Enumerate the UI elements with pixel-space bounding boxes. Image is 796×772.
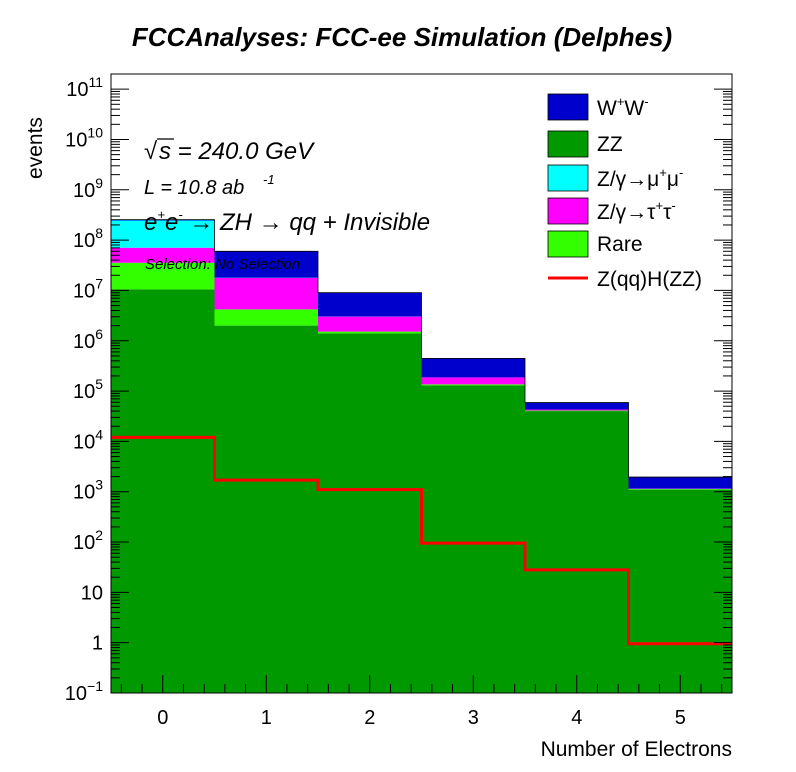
bar-WW-bin-0 [111, 219, 215, 221]
bar-Rare-bin-2 [318, 331, 422, 334]
annotation-energy: √ s = 240.0 GeV [144, 138, 315, 165]
y-tick-label: 1011 [66, 74, 103, 101]
bar-ZZ-bin-5 [628, 489, 732, 693]
y-tick-label: 1010 [65, 124, 103, 151]
process-rest: → ZH → qq + Invisible [183, 209, 430, 236]
bar-ZZ-bin-2 [318, 333, 422, 693]
bar-Rare-bin-1 [214, 309, 318, 326]
bar-Z-bin-2 [318, 316, 422, 332]
legend-label-rare: Rare [597, 233, 643, 256]
bar-WW-bin-5 [628, 477, 732, 489]
annotation-process: e+e- → ZH → qq + Invisible [144, 207, 430, 236]
process-e2: e [165, 209, 178, 236]
bar-Z-bin-0 [111, 220, 215, 248]
signal-histogram [111, 435, 732, 646]
legend: W+W- ZZ Z/γ→μ+μ- Z/γ→τ+τ- Rare Z(qq)H(ZZ… [547, 93, 702, 291]
bar-Rare-bin-3 [421, 384, 525, 386]
x-tick-label: 1 [261, 707, 272, 729]
stack-outline [110, 219, 733, 693]
x-tick-label: 2 [364, 707, 375, 729]
y-tick-label: 10 [81, 582, 103, 604]
x-tick-label: 4 [571, 707, 582, 729]
bar-WW-bin-3 [421, 358, 525, 378]
bar-ZZ-bin-3 [421, 385, 525, 693]
y-tick-label: 102 [73, 527, 103, 554]
legend-label-zmumu: Z/γ→μ+μ- [597, 165, 683, 191]
y-axis-label: events [24, 117, 47, 179]
legend-swatch-ww [547, 93, 589, 121]
legend-label-ww: W+W- [597, 94, 649, 120]
bar-Z-bin-0 [111, 247, 215, 263]
x-axis-ticks: 0 1 2 3 4 5 [120, 675, 723, 729]
y-tick-label: 10−1 [65, 678, 103, 705]
bar-ZZ-bin-0 [111, 289, 215, 693]
bar-Z-bin-3 [421, 377, 525, 385]
y-tick-label: 109 [73, 175, 103, 202]
svg-text:e+e- → ZH → qq + Invisible: e+e- → ZH → qq + Invisible [144, 207, 430, 236]
y-tick-label: 104 [73, 426, 103, 453]
bar-ZZ-bin-1 [214, 325, 318, 693]
y-tick-label: 108 [73, 225, 103, 252]
legend-swatch-rare [547, 230, 589, 258]
annotation-luminosity: L = 10.8 ab -1 [144, 172, 275, 199]
x-tick-label: 0 [157, 707, 168, 729]
x-tick-label: 5 [675, 707, 686, 729]
y-tick-label: 1 [92, 633, 103, 655]
signal-line [111, 435, 732, 646]
process-plus: + [157, 207, 165, 222]
chart-title: FCCAnalyses: FCC-ee Simulation (Delphes) [132, 22, 672, 52]
plot-frame [110, 73, 733, 694]
y-axis-ticks: 10−1 1 10 102 103 104 105 106 107 108 109 1010 1011 [65, 73, 732, 705]
bar-Rare-bin-5 [628, 489, 732, 490]
x-tick-label: 3 [468, 707, 479, 729]
sqrt-symbol: √ [144, 138, 158, 165]
energy-text: s = 240.0 GeV [159, 138, 315, 165]
bar-Rare-bin-0 [111, 262, 215, 290]
lumi-sup: -1 [263, 172, 275, 187]
legend-label-ztautau: Z/γ→τ+τ- [597, 198, 676, 224]
y-tick-label: 103 [73, 477, 103, 504]
legend-swatch-zmumu [547, 164, 589, 192]
legend-swatch-zz [547, 130, 589, 158]
legend-label-zz: ZZ [597, 133, 623, 156]
y-tick-label: 106 [73, 326, 103, 353]
bar-WW-bin-4 [525, 402, 629, 410]
y-tick-label: 105 [73, 376, 103, 403]
stacked-bars [110, 219, 733, 693]
legend-label-signal: Z(qq)H(ZZ) [597, 268, 702, 291]
x-axis-label: Number of Electrons [541, 738, 732, 761]
bar-ZZ-bin-4 [525, 411, 629, 693]
bar-WW-bin-1 [214, 251, 318, 278]
bar-Rare-bin-4 [525, 410, 629, 412]
bar-WW-bin-2 [318, 292, 422, 317]
bar-Z-bin-1 [214, 277, 318, 310]
lumi-text: L = 10.8 ab [144, 177, 244, 199]
process-e: e [144, 209, 157, 236]
legend-swatch-ztautau [547, 197, 589, 225]
bar-Z-bin-4 [525, 409, 629, 411]
process-minus: - [178, 207, 183, 222]
selection-text: Selection: No Selection [145, 256, 300, 273]
y-tick-label: 107 [73, 275, 103, 302]
